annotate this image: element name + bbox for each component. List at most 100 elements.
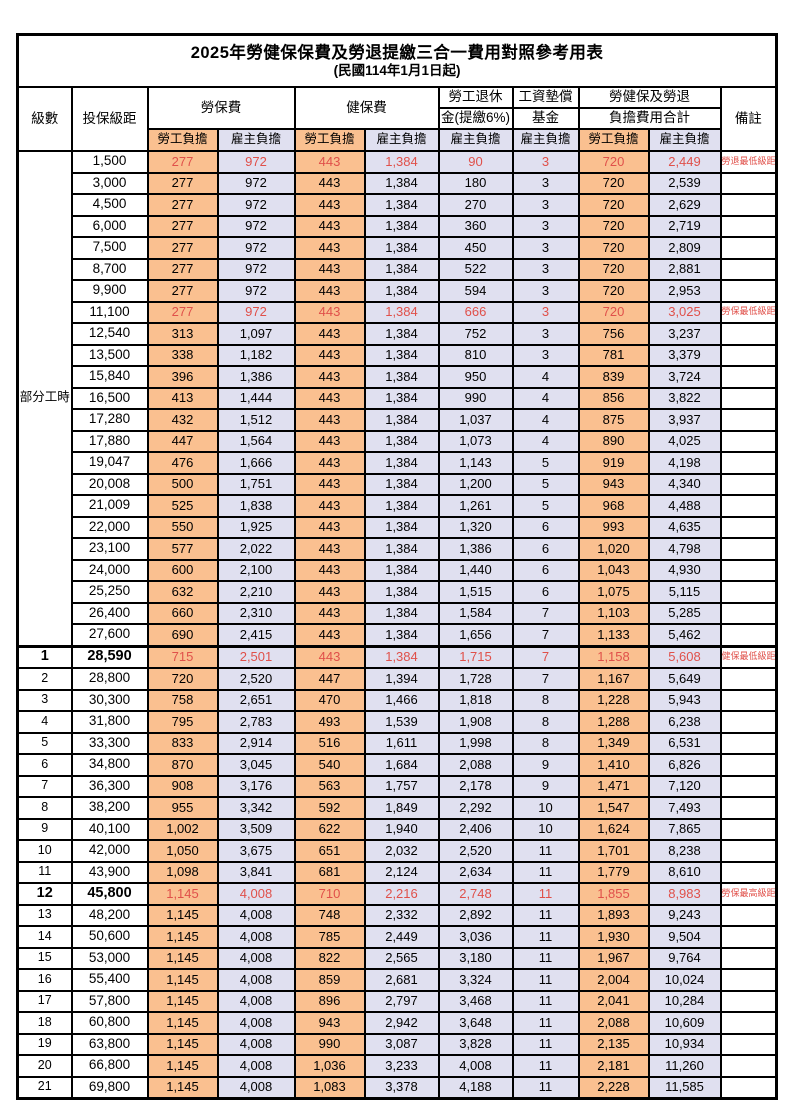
value-cell: 785 (293, 925, 366, 949)
value-cell: 443 (293, 236, 366, 260)
value-cell: 1,728 (437, 667, 514, 691)
remark-cell (719, 537, 778, 561)
value-cell: 7,865 (647, 817, 722, 841)
remark-cell (719, 1011, 778, 1035)
value-cell: 443 (293, 193, 366, 217)
header-level: 級數 (16, 86, 73, 152)
table-row: 9,900 277 972 443 1,384 594 3 720 2,953 (18, 279, 778, 303)
value-cell: 7,120 (647, 774, 722, 798)
value-cell: 6 (511, 537, 580, 561)
value-cell: 3 (511, 279, 580, 303)
value-cell: 666 (437, 300, 514, 324)
table-row: 6,000 277 972 443 1,384 360 3 720 2,719 (18, 214, 778, 238)
value-cell: 1,751 (216, 472, 296, 496)
value-cell: 4,188 (437, 1075, 514, 1100)
value-cell: 3,087 (363, 1032, 440, 1056)
value-cell: 592 (293, 796, 366, 820)
level-cell: 6 (16, 753, 73, 777)
value-cell: 443 (293, 451, 366, 475)
bracket-cell: 21,009 (70, 494, 149, 518)
value-cell: 2,629 (647, 193, 722, 217)
value-cell: 2,088 (437, 753, 514, 777)
bracket-cell: 69,800 (70, 1075, 149, 1100)
value-cell: 11 (511, 1054, 580, 1078)
value-cell: 2,539 (647, 171, 722, 195)
table-row: 15,840 396 1,386 443 1,384 950 4 839 3,724 (18, 365, 778, 389)
value-cell: 7 (511, 601, 580, 625)
value-cell: 2,100 (216, 558, 296, 582)
remark-cell (719, 710, 778, 734)
value-cell: 972 (216, 150, 296, 174)
bracket-cell: 11,100 (70, 300, 149, 324)
level-cell: 14 (16, 925, 73, 949)
value-cell: 1,384 (363, 150, 440, 174)
remark-cell (719, 408, 778, 432)
value-cell: 338 (146, 343, 219, 367)
title-row: 2025年勞健保保費及勞退提繳三合一費用對照參考用表 (民國114年1月1日起) (16, 33, 778, 88)
value-cell: 8 (511, 688, 580, 712)
value-cell: 525 (146, 494, 219, 518)
value-cell: 1,020 (577, 537, 650, 561)
table-row: 6 34,800 870 3,045 540 1,684 2,088 9 1,410 6,826 (16, 753, 778, 777)
remark-cell: 勞退最低級距 (719, 150, 778, 174)
level-cell: 12 (16, 882, 73, 906)
value-cell: 1,083 (293, 1075, 366, 1100)
value-cell: 180 (437, 171, 514, 195)
value-cell: 432 (146, 408, 219, 432)
value-cell: 972 (216, 257, 296, 281)
value-cell: 1,075 (577, 580, 650, 604)
value-cell: 443 (293, 429, 366, 453)
value-cell: 1,386 (216, 365, 296, 389)
header-health-employee-share: 勞工負擔 (293, 128, 366, 152)
table-row: 7,500 277 972 443 1,384 450 3 720 2,809 (18, 236, 778, 260)
value-cell: 795 (146, 710, 219, 734)
value-cell: 4,008 (216, 946, 296, 970)
value-cell: 3,036 (437, 925, 514, 949)
value-cell: 1,145 (146, 968, 219, 992)
remark-cell (719, 946, 778, 970)
value-cell: 972 (216, 300, 296, 324)
value-cell: 3 (511, 150, 580, 174)
level-cell: 8 (16, 796, 73, 820)
value-cell: 1,182 (216, 343, 296, 367)
remark-cell (719, 343, 778, 367)
level-cell: 13 (16, 903, 73, 927)
header-row-1: 級數 投保級距 勞保費 健保費 勞工退休 工資墊償 勞健保及勞退 備註 (16, 86, 778, 152)
value-cell: 810 (437, 343, 514, 367)
table-row: 7 36,300 908 3,176 563 1,757 2,178 9 1,471 7,120 (16, 774, 778, 798)
value-cell: 3 (511, 193, 580, 217)
value-cell: 1,098 (146, 860, 219, 884)
value-cell: 1,998 (437, 731, 514, 755)
value-cell: 839 (577, 365, 650, 389)
value-cell: 1,145 (146, 882, 219, 906)
value-cell: 1,145 (146, 989, 219, 1013)
value-cell: 2,135 (577, 1032, 650, 1056)
value-cell: 1,940 (363, 817, 440, 841)
value-cell: 720 (577, 150, 650, 174)
value-cell: 443 (293, 300, 366, 324)
value-cell: 5 (511, 472, 580, 496)
value-cell: 443 (293, 515, 366, 539)
value-cell: 1,624 (577, 817, 650, 841)
value-cell: 2,892 (437, 903, 514, 927)
bracket-cell: 38,200 (70, 796, 149, 820)
value-cell: 758 (146, 688, 219, 712)
value-cell: 1,930 (577, 925, 650, 949)
value-cell: 3 (511, 171, 580, 195)
bracket-cell: 33,300 (70, 731, 149, 755)
value-cell: 11 (511, 860, 580, 884)
value-cell: 1,145 (146, 1011, 219, 1035)
value-cell: 8 (511, 710, 580, 734)
value-cell: 7 (511, 644, 580, 669)
value-cell: 11 (511, 839, 580, 863)
header-bracket: 投保級距 (70, 86, 149, 152)
value-cell: 277 (146, 236, 219, 260)
value-cell: 443 (293, 494, 366, 518)
value-cell: 522 (437, 257, 514, 281)
bracket-cell: 30,300 (70, 688, 149, 712)
value-cell: 955 (146, 796, 219, 820)
value-cell: 443 (293, 386, 366, 410)
value-cell: 3,233 (363, 1054, 440, 1078)
value-cell: 1,818 (437, 688, 514, 712)
value-cell: 1,444 (216, 386, 296, 410)
